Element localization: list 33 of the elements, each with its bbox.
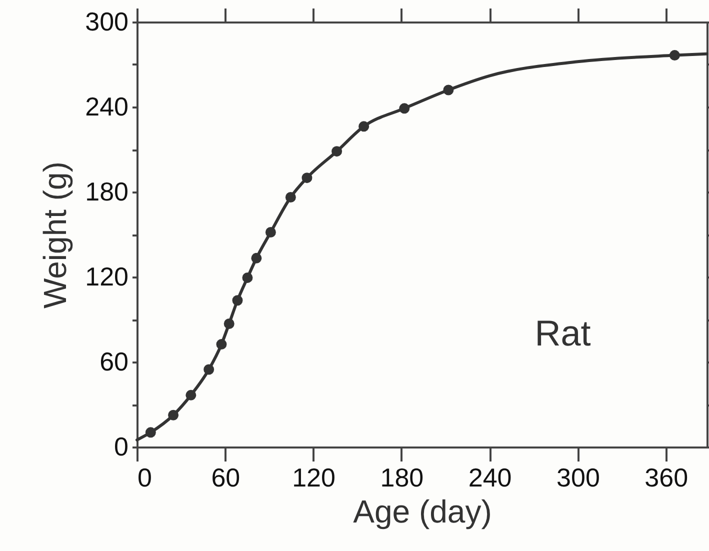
x-tick-label: 360 <box>644 462 688 492</box>
x-tick-label: 180 <box>380 462 424 492</box>
point <box>265 227 276 238</box>
point <box>224 318 234 329</box>
point <box>242 272 253 283</box>
x-axis-title: Age (day) <box>353 494 492 530</box>
point <box>285 192 296 202</box>
point <box>204 364 214 375</box>
point <box>399 103 410 114</box>
x-tick-label: 300 <box>556 462 600 492</box>
annotation: Rat <box>534 312 591 354</box>
y-tick-label: 120 <box>85 262 128 292</box>
y-tick-label: 180 <box>85 176 128 206</box>
point <box>358 121 370 132</box>
point <box>232 295 243 306</box>
point <box>216 339 227 350</box>
y-axis-title: Weight (g) <box>37 161 74 309</box>
point <box>168 410 179 420</box>
x-tick-label: 0 <box>138 462 152 492</box>
point <box>186 390 196 400</box>
x-tick-label: 60 <box>211 462 240 492</box>
y-tick-label: 300 <box>85 6 128 36</box>
point <box>251 252 262 264</box>
point <box>302 172 312 184</box>
y-tick-label: 0 <box>114 432 128 462</box>
x-tick-label: 240 <box>468 462 512 492</box>
point <box>443 84 454 96</box>
point <box>145 427 156 438</box>
point <box>669 50 680 61</box>
y-tick-label: 60 <box>100 346 128 376</box>
y-tick-label: 240 <box>85 92 128 122</box>
x-tick-label: 120 <box>292 462 336 492</box>
point <box>332 146 342 157</box>
